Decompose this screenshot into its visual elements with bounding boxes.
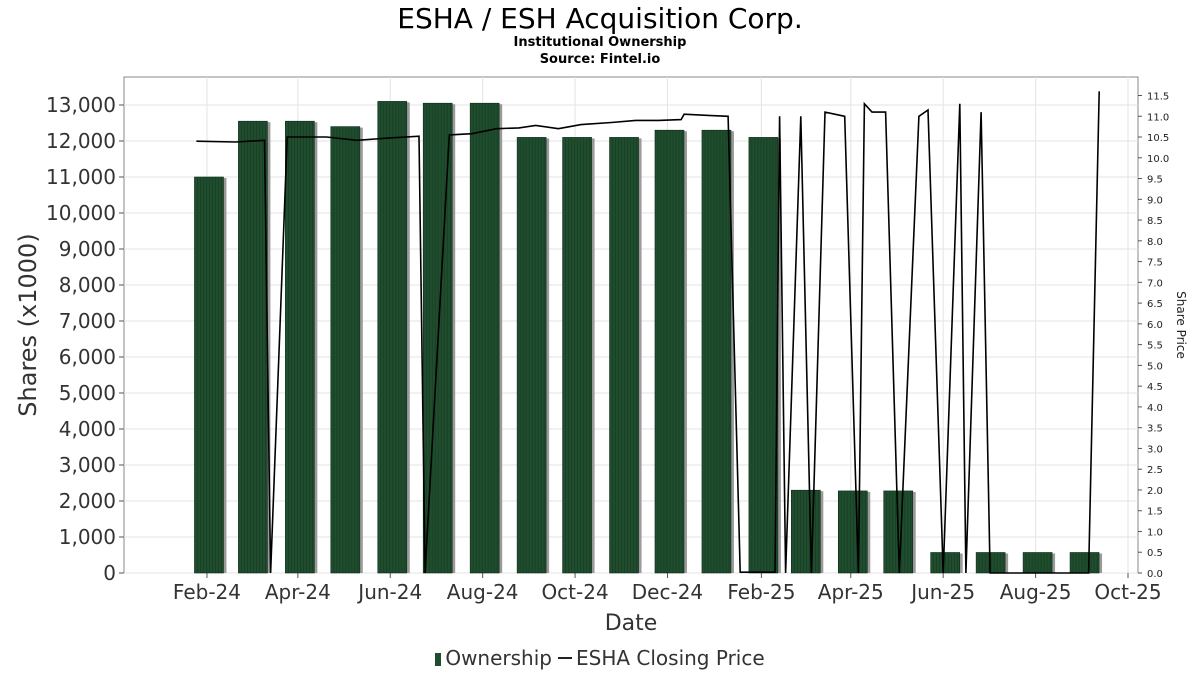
x-tick-label: Jun-24 [356,580,422,604]
y2-axis-title: Share Price [1174,291,1188,359]
chart-subtitle-line-1: Institutional Ownership [513,35,687,50]
x-tick-label: Feb-25 [727,580,795,604]
legend-price-swatch [557,657,572,659]
y2-tick-label: 3.0 [1147,444,1163,455]
y2-tick-label: 2.0 [1147,486,1163,497]
bar [194,176,227,574]
y2-tick-label: 11.0 [1147,112,1169,123]
y-tick-label: 10,000 [46,201,116,225]
legend-ownership-label: Ownership [445,646,552,670]
x-tick-label: Oct-25 [1094,580,1161,604]
x-tick-label: Feb-24 [173,580,241,604]
bar [330,126,363,574]
bar [377,101,410,574]
y2-tick-label: 5.5 [1147,341,1163,352]
bar-rect [469,102,500,574]
bar-rect [238,120,268,574]
x-tick-label: Aug-25 [1000,580,1072,604]
y-tick-label: 3,000 [59,453,116,477]
price-line [196,91,1100,574]
bar-rect [377,101,408,574]
bar [654,129,687,574]
y-tick-label: 9,000 [59,237,116,261]
y-axis-title: Shares (x1000) [14,233,42,416]
bar [516,137,550,574]
bar [701,129,734,574]
y-tick-label: 11,000 [46,165,116,189]
bar [1022,552,1056,574]
y2-tick-label: 9.0 [1147,195,1163,206]
bar [975,552,1009,574]
legend-ownership-swatch [435,653,442,666]
y-tick-label: 8,000 [59,273,116,297]
y2-tick-label: 2.5 [1147,465,1163,476]
y2-tick-label: 7.5 [1147,258,1163,269]
y2-tick-label: 10.0 [1147,154,1169,165]
y-tick-label: 13,000 [46,93,116,117]
bar [285,120,318,574]
x-tick-label: Oct-24 [541,580,608,604]
y2-tick-label: 11.5 [1147,92,1169,103]
y2-tick-label: 7.0 [1147,278,1163,289]
y-tick-label: 12,000 [46,129,116,153]
y-tick-label: 7,000 [59,309,116,333]
bar [748,137,781,574]
bar-rect [516,137,547,574]
y-tick-label: 2,000 [59,489,116,513]
x-axis-title: Date [605,611,658,636]
bar-rect [654,129,685,574]
x-tick-label: Apr-25 [818,580,884,604]
bar [422,102,456,574]
bar-rect [1069,552,1100,574]
y-tick-label: 6,000 [59,345,116,369]
bar [469,102,503,574]
y2-tick-label: 6.0 [1147,320,1163,331]
y2-tick-label: 6.5 [1147,299,1163,310]
bar [1069,552,1103,574]
legend-price-label: ESHA Closing Price [575,646,765,670]
bar-rect [930,552,960,574]
y2-tick-label: 4.5 [1147,382,1163,393]
legend: Ownership ESHA Closing Price [0,646,1200,670]
y-tick-label: 4,000 [59,417,116,441]
x-tick-label: Jun-25 [909,580,975,604]
y2-tick-label: 8.0 [1147,237,1163,248]
bar [837,490,871,574]
x-tick-label: Apr-24 [265,580,331,604]
chart-title: ESHA / ESH Acquisition Corp. [397,2,803,35]
bar-rect [330,126,361,574]
x-tick-label: Dec-24 [632,580,703,604]
y-tick-label: 5,000 [59,381,116,405]
chart-subtitle-line-2: Source: Fintel.io [539,52,661,67]
x-tick-label: Aug-24 [447,580,519,604]
bar-rect [562,137,592,574]
y2-tick-label: 1.5 [1147,507,1163,518]
y2-tick-label: 3.5 [1147,424,1163,435]
y2-tick-label: 4.0 [1147,403,1163,414]
bar-rect [609,137,639,574]
bar [930,552,963,574]
bar [791,489,824,574]
y-tick-label: 0 [103,561,116,585]
y2-tick-label: 8.5 [1147,216,1163,227]
y2-tick-label: 0.0 [1147,569,1163,580]
bar [609,137,642,574]
y2-tick-label: 1.0 [1147,527,1163,538]
bar-rect [791,489,821,574]
bar-rect [701,129,732,574]
y2-tick-label: 9.5 [1147,175,1163,186]
y2-tick-label: 0.5 [1147,548,1163,559]
bar-rect [1022,552,1053,574]
y2-tick-label: 10.5 [1147,133,1169,144]
y-tick-label: 1,000 [59,525,116,549]
bar-rect [837,490,868,574]
y2-tick-label: 5.0 [1147,361,1163,372]
bar-rect [194,176,224,574]
bar-rect [748,137,779,574]
bar [562,137,595,574]
bar-rect [285,120,315,574]
